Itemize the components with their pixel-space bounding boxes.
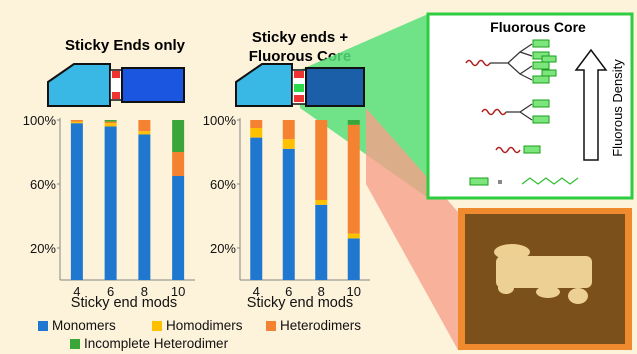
afm-beam (366, 108, 458, 350)
left-x-tick-label: 4 (73, 284, 80, 299)
right-bar-homodimers-6 (282, 139, 295, 149)
right-bar-homodimers-8 (315, 200, 328, 205)
left-tile-schematic (47, 63, 185, 107)
right-bar-incomplete-heterodimer-10 (347, 120, 360, 125)
left-x-tick-label: 8 (141, 284, 148, 299)
left-bar-monomers-6 (104, 126, 117, 281)
right-bar-monomers-10 (347, 238, 360, 280)
right-y-tick-label: 100% (203, 113, 237, 128)
left-bar-homodimers-4 (70, 121, 83, 124)
chart-left: 100% 60% 20% 4 6 8 10 (23, 113, 195, 299)
left-bar-heterodimers-8 (138, 120, 151, 132)
right-tile-schematic (235, 63, 365, 107)
right-bar-heterodimers-10 (347, 124, 360, 234)
right-bar-heterodimers-4 (250, 120, 263, 128)
right-bar-monomers-4 (250, 137, 263, 280)
density-arrow (574, 48, 608, 161)
left-x-tick-label: 6 (107, 284, 114, 299)
right-bar-heterodimers-6 (282, 120, 295, 140)
legend-heterodimers: Heterodimers (266, 318, 361, 333)
chart-right: 100% 60% 20% 4 6 8 10 (203, 113, 370, 299)
right-x-tick-label: 6 (285, 284, 292, 299)
right-panel-title-line1: Sticky ends + (251, 29, 349, 46)
right-bar-monomers-8 (315, 204, 328, 280)
legend-homodimers: Homodimers (152, 318, 243, 333)
left-panel-title: Sticky Ends only (64, 37, 186, 54)
right-x-tick-label: 8 (318, 284, 325, 299)
left-bar-heterodimers-6 (104, 121, 117, 124)
left-y-tick-label: 100% (23, 113, 57, 128)
left-bar-monomers-8 (138, 134, 151, 280)
left-x-tick-label: 10 (171, 284, 185, 299)
right-x-tick-label: 4 (253, 284, 260, 299)
legend-incomplete: Incomplete Heterodimer (70, 336, 228, 351)
dendrimer-high (465, 59, 491, 67)
right-y-tick-label: 20% (210, 241, 236, 256)
legend-homodimers-label: Homodimers (166, 318, 243, 333)
legend-heterodimers-label: Heterodimers (280, 318, 362, 333)
left-y-tick-label: 20% (30, 241, 56, 256)
right-bar-monomers-6 (282, 148, 295, 280)
left-bar-incomplete-heterodimer-10 (172, 120, 185, 152)
fluorous-core-panel: Fluorous Core (426, 12, 634, 200)
left-x-axis-label: Sticky end mods (71, 295, 177, 311)
left-bar-incomplete-heterodimer-6 (104, 120, 117, 122)
legend-monomers: Monomers (38, 318, 116, 333)
legend-monomers-label: Monomers (52, 318, 116, 333)
left-bar-heterodimers-10 (172, 152, 185, 176)
right-bar-homodimers-4 (250, 128, 263, 138)
afm-image (458, 208, 632, 350)
right-x-tick-label: 10 (347, 284, 361, 299)
left-bar-homodimers-8 (138, 131, 151, 135)
left-y-tick-label: 60% (30, 177, 56, 192)
legend-incomplete-label: Incomplete Heterodimer (84, 336, 229, 351)
left-bar-heterodimers-4 (70, 120, 83, 122)
fluorous-core-title: Fluorous Core (490, 19, 586, 35)
right-bar-homodimers-10 (347, 233, 360, 239)
left-bar-homodimers-6 (104, 123, 117, 127)
left-bar-monomers-4 (70, 123, 83, 280)
fluorocarbon-chain (521, 177, 579, 185)
right-y-tick-label: 60% (210, 177, 236, 192)
right-x-axis-label: Sticky end mods (247, 295, 353, 311)
left-bar-monomers-10 (172, 176, 185, 280)
fluorous-density-label: Fluorous Density (610, 59, 625, 157)
right-bar-heterodimers-8 (315, 120, 328, 200)
